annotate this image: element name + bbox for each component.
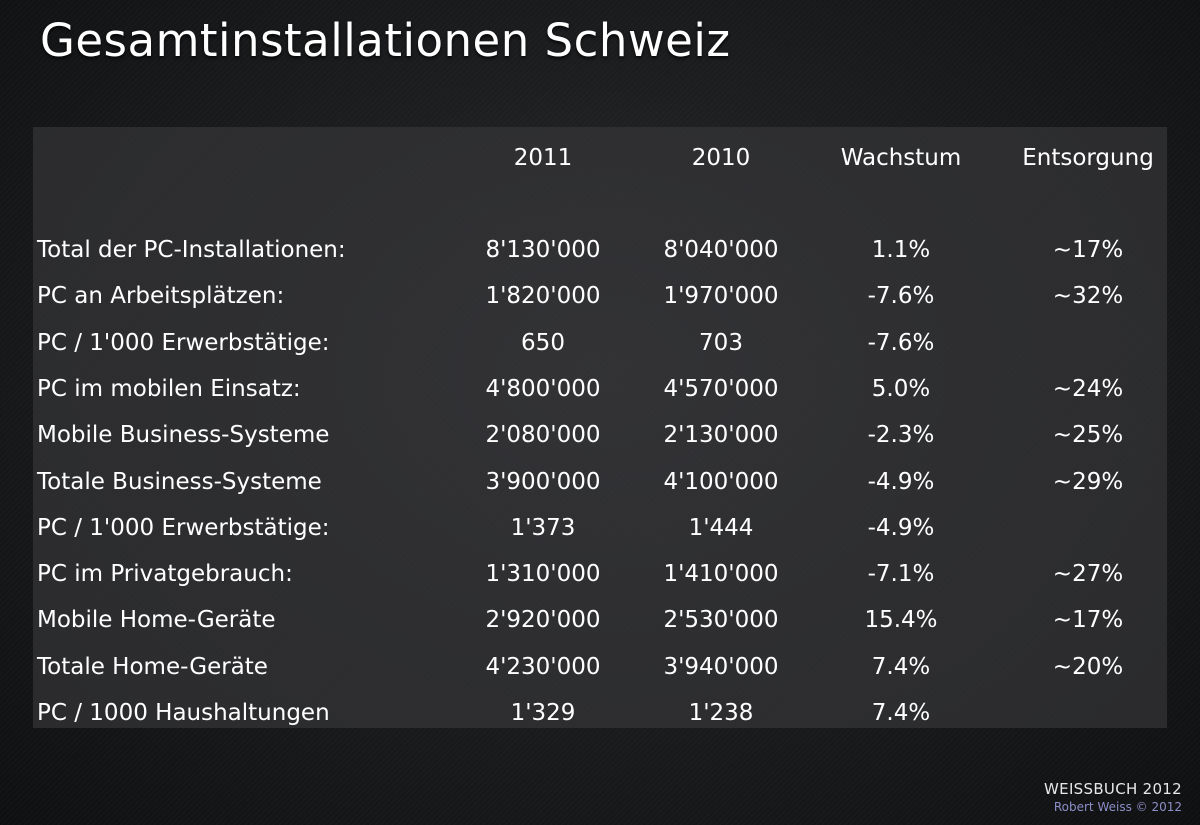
value-2010: 1'970'000 [663, 283, 779, 309]
growth-value: -2.3% [867, 422, 935, 448]
value-2011: 4'800'000 [485, 376, 601, 402]
data-table: 2011 2010 Wachstum Entsorgung Total der … [33, 127, 1167, 728]
column-header-2010: 2010 [691, 145, 751, 171]
value-2010: 4'570'000 [663, 376, 779, 402]
value-2010: 2'530'000 [663, 607, 779, 633]
value-2010: 1'444 [688, 515, 754, 541]
disposal-value: ~25% [1052, 422, 1124, 448]
value-2010: 8'040'000 [663, 237, 779, 263]
value-2011: 650 [521, 330, 565, 356]
growth-value: -4.9% [867, 469, 935, 495]
value-2011: 1'373 [510, 515, 576, 541]
value-2011: 3'900'000 [485, 469, 601, 495]
row-label: PC / 1'000 Erwerbstätige: [37, 515, 330, 541]
value-2011: 1'310'000 [485, 561, 601, 587]
footer-brand: WEISSBUCH 2012 Robert Weiss © 2012 [1044, 779, 1182, 815]
value-2010: 3'940'000 [663, 654, 779, 680]
row-label: Mobile Business-Systeme [37, 422, 330, 448]
disposal-value: ~32% [1052, 283, 1124, 309]
disposal-value: ~17% [1052, 237, 1124, 263]
disposal-value: ~20% [1052, 654, 1124, 680]
disposal-value: ~29% [1052, 469, 1124, 495]
growth-value: -7.1% [867, 561, 935, 587]
row-label: PC / 1000 Haushaltungen [37, 700, 330, 726]
growth-value: -4.9% [867, 515, 935, 541]
column-header-2011: 2011 [513, 145, 573, 171]
column-header-disposal: Entsorgung [1022, 145, 1154, 171]
row-label: Totale Business-Systeme [37, 469, 322, 495]
value-2011: 1'820'000 [485, 283, 601, 309]
value-2011: 2'920'000 [485, 607, 601, 633]
value-2010: 2'130'000 [663, 422, 779, 448]
slide-title: Gesamtinstallationen Schweiz [40, 14, 731, 67]
growth-value: 7.4% [871, 700, 931, 726]
row-label: PC im mobilen Einsatz: [37, 376, 301, 402]
row-label: Mobile Home-Geräte [37, 607, 276, 633]
value-2010: 1'238 [688, 700, 754, 726]
disposal-value: ~24% [1052, 376, 1124, 402]
growth-value: -7.6% [867, 283, 935, 309]
copyright-text: Robert Weiss © 2012 [1053, 800, 1182, 814]
column-header-growth: Wachstum [840, 145, 962, 171]
row-label: Total der PC-Installationen: [37, 237, 346, 263]
value-2010: 1'410'000 [663, 561, 779, 587]
disposal-value [1008, 698, 1168, 728]
growth-value: 1.1% [871, 237, 931, 263]
row-label: PC im Privatgebrauch: [37, 561, 293, 587]
growth-value: 5.0% [871, 376, 931, 402]
row-label: Totale Home-Geräte [37, 654, 268, 680]
disposal-value [1008, 328, 1168, 358]
disposal-value [1008, 513, 1168, 543]
disposal-value: ~17% [1052, 607, 1124, 633]
value-2011: 1'329 [510, 700, 576, 726]
value-2010: 703 [699, 330, 743, 356]
value-2011: 8'130'000 [485, 237, 601, 263]
growth-value: 15.4% [864, 607, 938, 633]
growth-value: 7.4% [871, 654, 931, 680]
brand-title: WEISSBUCH 2012 [1044, 780, 1182, 798]
row-label: PC / 1'000 Erwerbstätige: [37, 330, 330, 356]
value-2011: 4'230'000 [485, 654, 601, 680]
growth-value: -7.6% [867, 330, 935, 356]
value-2011: 2'080'000 [485, 422, 601, 448]
row-label: PC an Arbeitsplätzen: [37, 283, 285, 309]
disposal-value: ~27% [1052, 561, 1124, 587]
value-2010: 4'100'000 [663, 469, 779, 495]
